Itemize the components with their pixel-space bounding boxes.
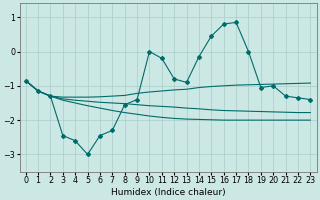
X-axis label: Humidex (Indice chaleur): Humidex (Indice chaleur) [111, 188, 225, 197]
